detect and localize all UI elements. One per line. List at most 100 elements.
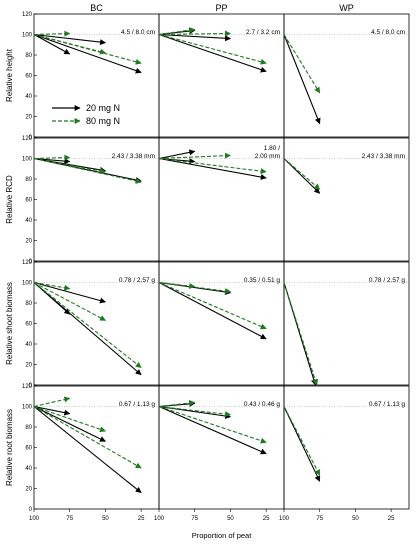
reference-value-line: 1.80 / <box>264 145 280 152</box>
x-tick-label: 50 <box>352 516 359 522</box>
response-arrow <box>33 405 106 433</box>
row-label: Relative RCD <box>5 175 14 224</box>
y-tick-label: 80 <box>25 177 32 183</box>
y-tick-label: 60 <box>25 322 32 328</box>
y-tick-label: 80 <box>25 53 32 59</box>
reference-value-label: 4.5 / 8.0 cm <box>371 29 405 36</box>
response-arrow <box>33 33 142 65</box>
x-tick-label: 100 <box>279 516 290 522</box>
response-arrow <box>33 406 142 494</box>
x-tick-label: 25 <box>388 516 395 522</box>
reference-value-label: 0.67 / 1.13 g <box>119 401 156 408</box>
reference-value-line: 4.5 / 8.0 cm <box>371 29 405 36</box>
reference-value-line: 0.78 / 2.57 g <box>369 277 406 284</box>
response-arrow <box>283 406 321 476</box>
response-arrow <box>158 282 267 340</box>
row-label: Relative height <box>5 48 14 102</box>
response-arrow <box>158 33 267 65</box>
reference-value-label: 0.43 / 0.46 g <box>244 401 281 408</box>
y-tick-label: 40 <box>25 94 32 100</box>
column-title: PP <box>215 3 227 13</box>
x-tick-label: 100 <box>29 516 40 522</box>
y-tick-label: 20 <box>25 487 32 493</box>
row-label: Relative root biomass <box>5 409 14 486</box>
response-arrow <box>33 33 142 74</box>
reference-value-line: 0.35 / 0.51 g <box>244 277 281 284</box>
y-tick-label: 120 <box>22 136 33 142</box>
reference-value-line: 2.00 mm <box>255 153 280 160</box>
legend-label: 80 mg N <box>86 116 120 126</box>
response-arrow <box>33 33 107 46</box>
response-arrow <box>283 282 317 386</box>
response-arrow <box>33 281 107 304</box>
y-tick-label: 100 <box>22 281 33 287</box>
row-label: Relative shoot biomass <box>5 282 14 365</box>
response-arrow <box>158 281 232 295</box>
response-arrow <box>283 158 321 190</box>
response-arrow <box>33 282 142 369</box>
x-tick-label: 100 <box>154 516 165 522</box>
response-arrow <box>33 281 71 291</box>
panel-frame <box>283 13 410 138</box>
response-arrow <box>158 405 267 455</box>
y-tick-label: 20 <box>25 115 32 121</box>
y-tick-label: 20 <box>25 239 32 245</box>
y-tick-label: 0 <box>29 135 33 141</box>
response-arrow <box>158 28 196 36</box>
y-tick-label: 20 <box>25 363 32 369</box>
response-arrow <box>33 34 71 55</box>
response-arrow <box>283 34 321 94</box>
response-arrow <box>158 157 267 180</box>
panel-frame <box>283 261 410 386</box>
x-tick-label: 25 <box>138 516 145 522</box>
y-tick-label: 120 <box>22 12 33 18</box>
reference-value-label: 0.67 / 1.13 g <box>369 401 406 408</box>
panel-frame <box>283 137 410 262</box>
reference-value-line: 0.78 / 2.57 g <box>119 277 156 284</box>
reference-value-line: 0.67 / 1.13 g <box>119 401 156 408</box>
response-arrow <box>33 282 142 376</box>
response-arrow <box>158 149 196 160</box>
y-tick-label: 100 <box>22 157 33 163</box>
legend-label: 20 mg N <box>86 103 120 113</box>
reference-value-line: 0.43 / 0.46 g <box>244 401 281 408</box>
reference-value-label: 4.5 / 8.0 cm <box>121 29 155 36</box>
panel-frame <box>283 385 410 510</box>
response-arrow <box>283 34 321 125</box>
reference-value-line: 0.67 / 1.13 g <box>369 401 406 408</box>
column-title: WP <box>339 3 354 13</box>
y-tick-label: 60 <box>25 74 32 80</box>
y-tick-label: 60 <box>25 198 32 204</box>
response-arrow <box>33 405 71 416</box>
y-tick-label: 0 <box>29 259 33 265</box>
response-arrow <box>158 33 232 42</box>
y-tick-label: 40 <box>25 466 32 472</box>
reference-value-label: 1.80 /2.00 mm <box>255 145 280 160</box>
x-tick-label: 75 <box>66 516 73 522</box>
response-arrow <box>33 282 106 321</box>
reference-value-label: 2.7 / 3.2 cm <box>246 29 280 36</box>
y-tick-label: 60 <box>25 446 32 452</box>
x-axis-label: Proportion of peat <box>192 531 253 540</box>
response-arrow <box>158 400 196 408</box>
response-arrow <box>158 33 267 73</box>
response-arrow <box>158 157 196 165</box>
reference-value-label: 0.78 / 2.57 g <box>369 277 406 284</box>
response-arrow <box>33 396 71 408</box>
x-tick-label: 25 <box>263 516 270 522</box>
reference-value-line: 2.43 / 3.38 mm <box>362 153 405 160</box>
x-tick-label: 50 <box>227 516 234 522</box>
reference-value-line: 2.7 / 3.2 cm <box>246 29 280 36</box>
column-title: BC <box>90 3 103 13</box>
y-tick-label: 0 <box>29 507 33 513</box>
y-tick-label: 80 <box>25 425 32 431</box>
reference-value-label: 0.78 / 2.57 g <box>119 277 156 284</box>
y-tick-label: 100 <box>22 405 33 411</box>
y-tick-label: 120 <box>22 384 33 390</box>
y-tick-label: 0 <box>29 383 33 389</box>
reference-value-label: 2.43 / 3.38 mm <box>112 153 155 160</box>
response-arrow <box>33 406 106 442</box>
response-arrow <box>158 405 267 444</box>
y-tick-label: 80 <box>25 301 32 307</box>
